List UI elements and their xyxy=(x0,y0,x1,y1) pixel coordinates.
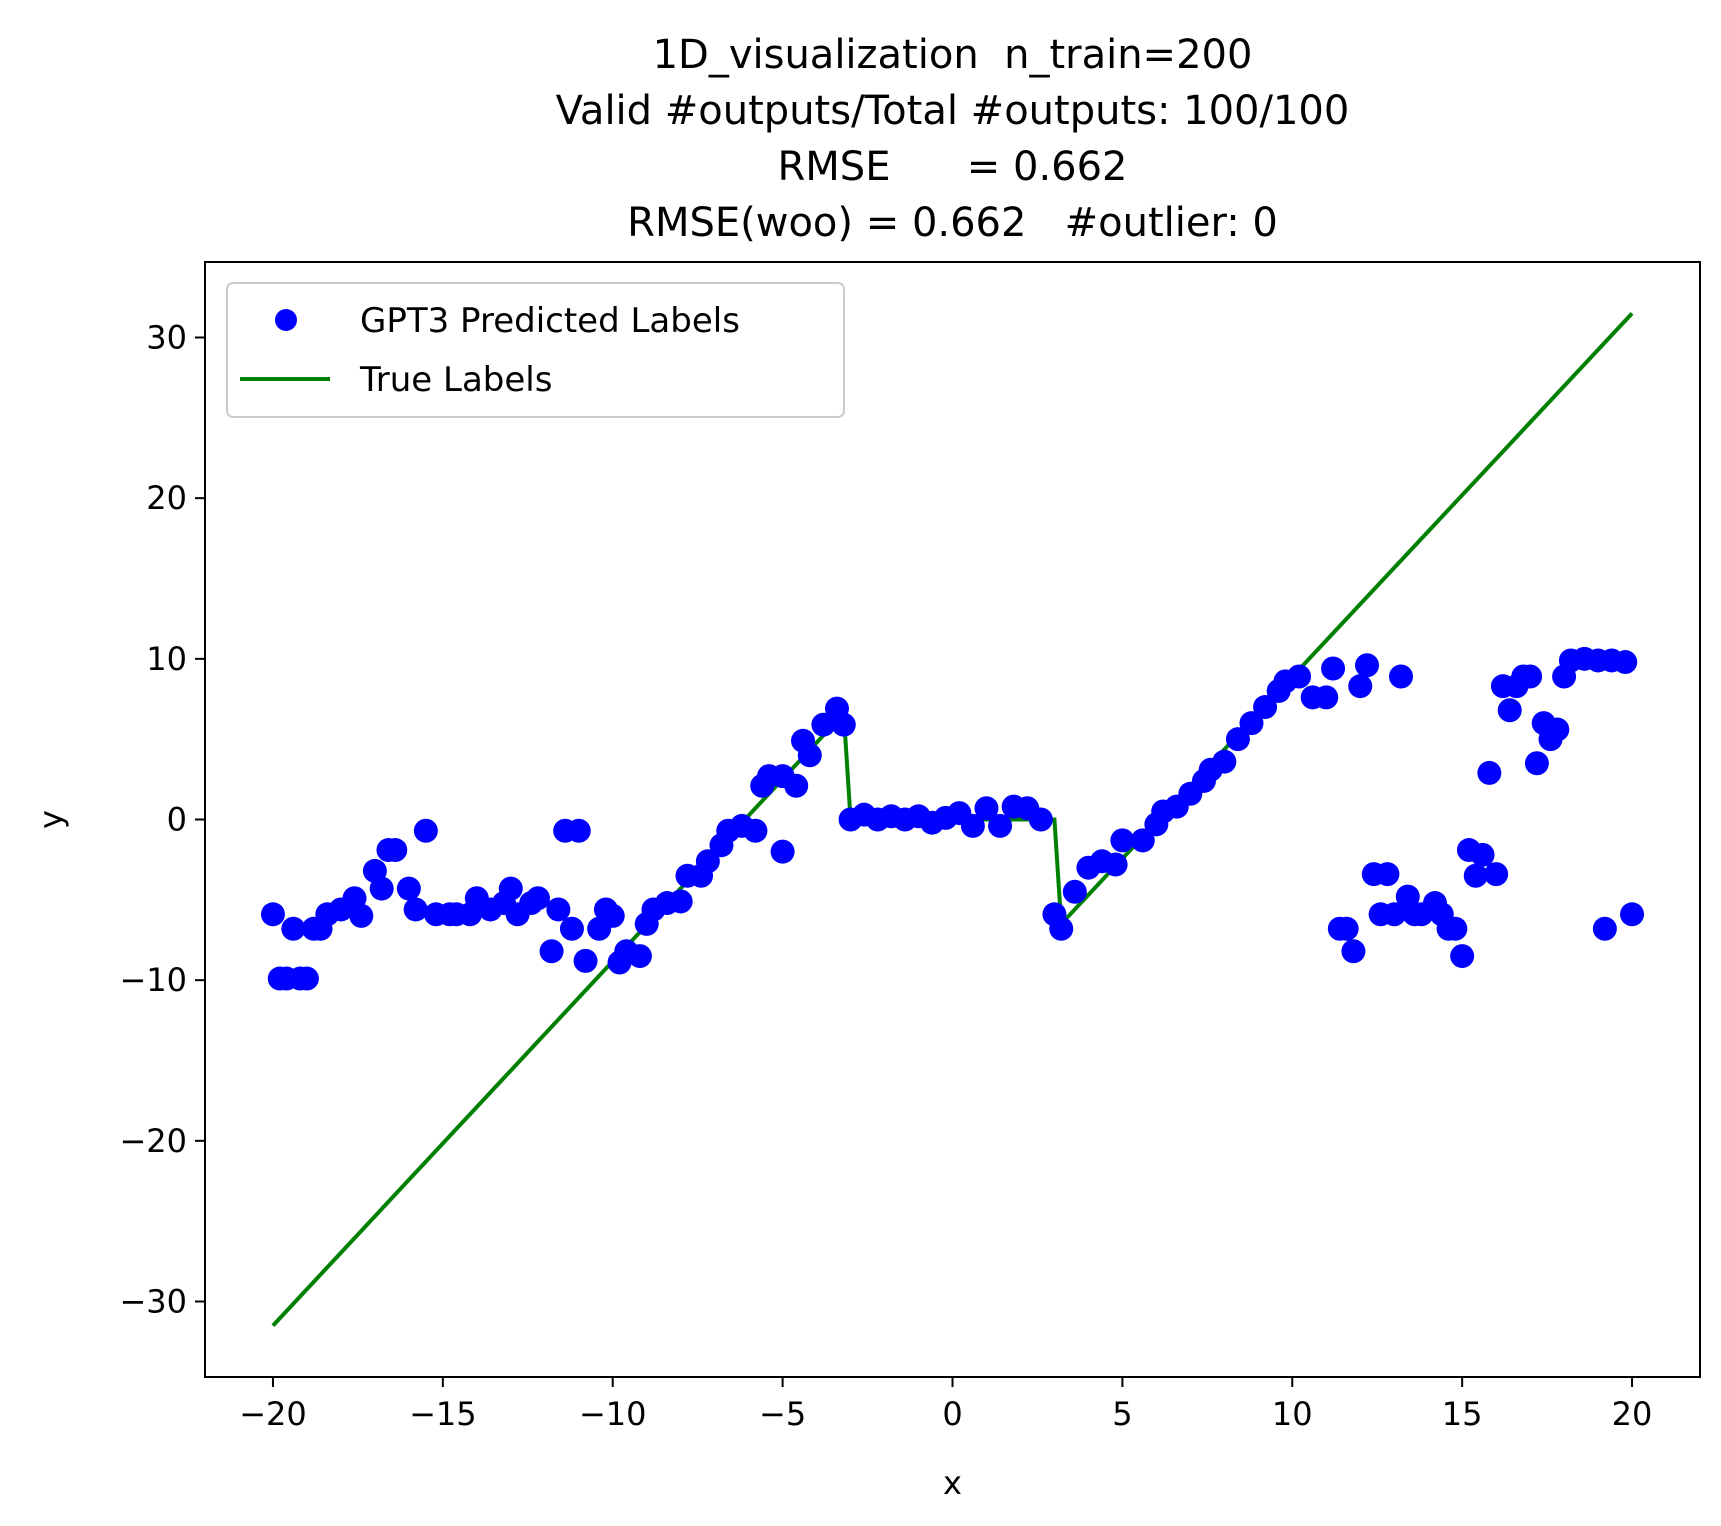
x-tick-label: −20 xyxy=(239,1395,307,1433)
predicted-point xyxy=(1592,916,1617,941)
y-tick-label: 10 xyxy=(146,640,187,678)
predicted-point xyxy=(294,966,319,991)
legend-label-true: True Labels xyxy=(359,360,552,400)
x-tick-label: 20 xyxy=(1612,1395,1653,1433)
x-axis-ticks: −20 −15 −10 −5 0 5 10 15 20 xyxy=(239,1377,1652,1433)
predicted-point xyxy=(1062,879,1087,904)
predicted-point xyxy=(695,849,720,874)
predicted-point xyxy=(1130,828,1155,853)
predicted-point xyxy=(369,876,394,901)
x-tick-label: 15 xyxy=(1442,1395,1483,1433)
predicted-point xyxy=(396,876,421,901)
predicted-point xyxy=(1049,916,1074,941)
predicted-point xyxy=(974,796,999,821)
predicted-point xyxy=(539,939,564,964)
predicted-point xyxy=(831,712,856,737)
predicted-point xyxy=(1334,916,1359,941)
predicted-labels-series xyxy=(260,646,1645,991)
predicted-point xyxy=(1212,749,1237,774)
predicted-point xyxy=(960,813,985,838)
predicted-point xyxy=(1225,727,1250,752)
y-tick-label: 0 xyxy=(167,801,187,839)
plot-area xyxy=(260,312,1645,1327)
predicted-point xyxy=(566,818,591,843)
predicted-point xyxy=(743,818,768,843)
legend-box xyxy=(226,282,845,418)
predicted-point xyxy=(281,916,306,941)
x-tick-label: −15 xyxy=(409,1395,477,1433)
predicted-point xyxy=(403,897,428,922)
predicted-point xyxy=(1613,650,1638,675)
predicted-point xyxy=(1477,760,1502,785)
predicted-point xyxy=(1497,698,1522,723)
predicted-point xyxy=(811,712,836,737)
predicted-point xyxy=(988,813,1013,838)
title-line-4: RMSE(woo) = 0.662 #outlier: 0 xyxy=(627,200,1278,246)
predicted-point xyxy=(1389,664,1413,689)
predicted-point xyxy=(784,773,809,798)
predicted-point xyxy=(1375,862,1400,887)
predicted-point xyxy=(1341,939,1366,964)
predicted-point xyxy=(413,818,438,843)
y-tick-label: −10 xyxy=(119,961,187,999)
x-tick-label: 10 xyxy=(1272,1395,1313,1433)
predicted-point xyxy=(1545,717,1570,742)
chart-title: 1D_visualization n_train=200 Valid #outpu… xyxy=(556,32,1350,246)
x-tick-label: 5 xyxy=(1112,1395,1132,1433)
predicted-point xyxy=(349,903,374,928)
predicted-point xyxy=(1348,674,1373,699)
predicted-point xyxy=(1518,664,1543,689)
predicted-point xyxy=(627,944,652,969)
predicted-point xyxy=(1620,902,1645,927)
predicted-point xyxy=(1443,916,1468,941)
x-axis-label: x xyxy=(943,1464,962,1502)
predicted-point xyxy=(260,902,285,927)
predicted-point xyxy=(1355,653,1380,678)
predicted-point xyxy=(525,886,550,911)
y-tick-label: −30 xyxy=(119,1282,187,1320)
predicted-point xyxy=(1524,751,1549,776)
y-tick-label: −20 xyxy=(119,1122,187,1160)
legend-marker-predicted xyxy=(275,309,297,331)
predicted-point xyxy=(1239,711,1264,736)
predicted-point xyxy=(770,839,795,864)
legend: GPT3 Predicted Labels True Labels xyxy=(226,282,845,418)
predicted-point xyxy=(1028,807,1053,832)
x-tick-label: 0 xyxy=(942,1395,962,1433)
title-line-3: RMSE = 0.662 xyxy=(778,144,1128,190)
y-tick-label: 20 xyxy=(146,479,187,517)
predicted-point xyxy=(1463,863,1488,888)
predicted-point xyxy=(1470,842,1495,867)
y-tick-label: 30 xyxy=(146,319,187,357)
predicted-point xyxy=(559,916,584,941)
x-tick-label: −5 xyxy=(759,1395,806,1433)
predicted-point xyxy=(1110,828,1135,853)
predicted-point xyxy=(668,889,693,914)
predicted-point xyxy=(498,876,523,901)
y-axis-ticks: −30 −20 −10 0 10 20 30 xyxy=(119,319,205,1320)
title-line-1: 1D_visualization n_train=200 xyxy=(653,32,1253,78)
predicted-point xyxy=(1314,685,1339,710)
predicted-point xyxy=(797,743,822,768)
x-tick-label: −10 xyxy=(579,1395,647,1433)
y-axis-label: y xyxy=(32,810,70,829)
predicted-point xyxy=(1382,902,1407,927)
predicted-point xyxy=(546,897,571,922)
legend-label-predicted: GPT3 Predicted Labels xyxy=(360,301,740,341)
predicted-point xyxy=(573,948,598,973)
predicted-point xyxy=(383,838,408,863)
predicted-point xyxy=(600,903,625,928)
predicted-point xyxy=(1484,862,1509,887)
predicted-point xyxy=(1103,852,1128,877)
predicted-point xyxy=(1253,695,1278,720)
predicted-point xyxy=(1287,664,1312,689)
predicted-point xyxy=(1321,656,1346,681)
title-line-2: Valid #outputs/Total #outputs: 100/100 xyxy=(556,88,1350,134)
predicted-point xyxy=(1450,944,1475,969)
